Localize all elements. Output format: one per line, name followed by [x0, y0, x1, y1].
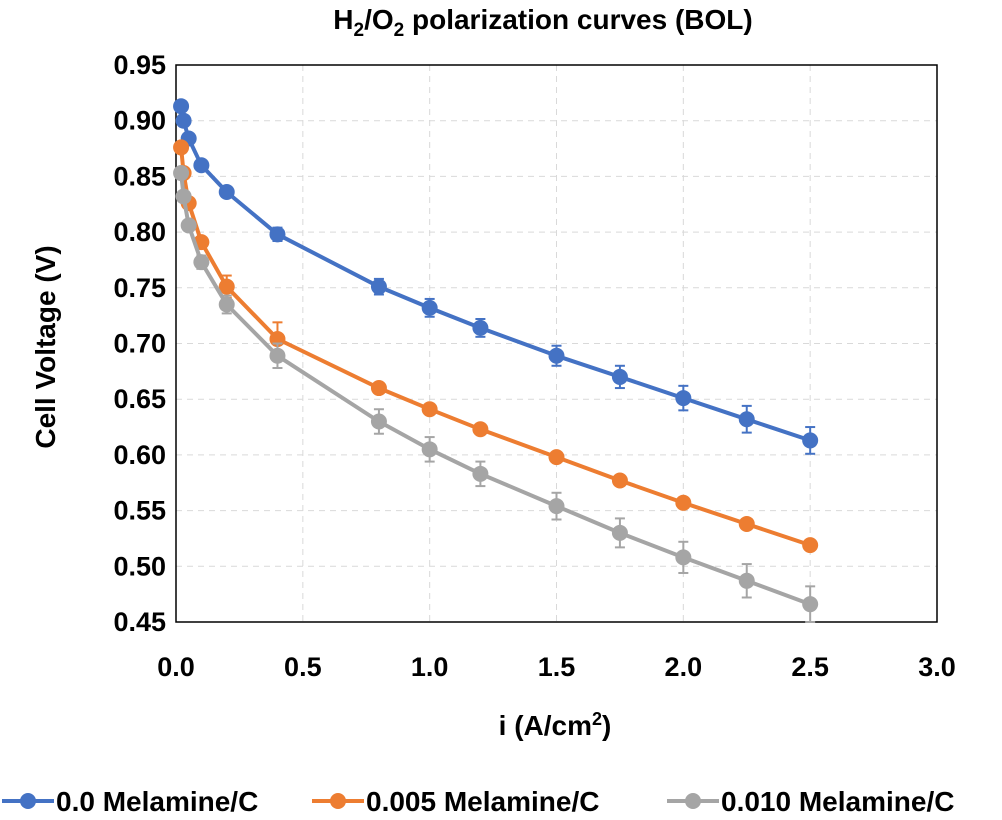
y-tick-label: 0.55	[113, 496, 166, 526]
plot-area-frame	[175, 64, 938, 623]
legend: 0.0 Melamine/C 0.005 Melamine/C 0.010 Mela…	[2, 786, 954, 817]
data-point	[173, 139, 190, 156]
y-tick-label: 0.90	[113, 106, 166, 136]
legend-swatch-marker	[685, 793, 701, 809]
data-point	[193, 254, 210, 271]
x-tick-label: 1.5	[538, 652, 576, 682]
data-point	[370, 380, 387, 397]
legend-label: 0.005 Melamine/C	[366, 786, 599, 817]
x-axis-label: i (A/cm2)	[499, 709, 612, 741]
data-point	[370, 413, 387, 430]
y-tick-label: 0.75	[113, 273, 166, 303]
data-point	[675, 390, 692, 407]
data-point	[218, 278, 235, 295]
legend-label: 0.010 Melamine/C	[721, 786, 954, 817]
data-point	[421, 401, 438, 418]
title-h: H	[333, 4, 353, 35]
y-tick-label: 0.60	[113, 440, 166, 470]
data-point	[269, 347, 286, 364]
title-sub-1: 2	[354, 20, 365, 41]
title-sub-2: 2	[394, 20, 405, 41]
x-tick-label: 2.0	[665, 652, 703, 682]
x-tick-label: 2.5	[791, 652, 829, 682]
data-point	[802, 596, 819, 613]
data-point	[738, 515, 755, 532]
legend-item: 0.0 Melamine/C	[2, 786, 258, 817]
title-rest: polarization curves (BOL)	[404, 4, 753, 35]
data-point	[611, 524, 628, 541]
title-o: /O	[364, 4, 394, 35]
data-point	[173, 165, 190, 182]
x-tick-label: 1.0	[411, 652, 449, 682]
data-point	[173, 98, 190, 115]
data-point	[472, 465, 489, 482]
chart-title: H2/O2 polarization curves (BOL)	[333, 4, 752, 41]
gridlines	[176, 65, 937, 622]
legend-swatch-marker	[20, 793, 36, 809]
y-tick-label: 0.85	[113, 161, 166, 191]
data-point	[472, 421, 489, 438]
y-tick-label: 0.70	[113, 329, 166, 359]
data-point	[370, 278, 387, 295]
y-axis-ticks: 0.45 0.50 0.55 0.60 0.65 0.70 0.75 0.80 0.85 0.90…	[113, 50, 166, 637]
data-point	[675, 549, 692, 566]
y-axis-label: Cell Voltage (V)	[30, 245, 61, 448]
series-layer	[173, 98, 819, 623]
data-point	[180, 217, 197, 234]
x-tick-label: 0.0	[157, 652, 195, 682]
y-tick-label: 0.50	[113, 551, 166, 581]
x-tick-label: 0.5	[284, 652, 322, 682]
y-tick-label: 0.65	[113, 384, 166, 414]
x-axis-label-end: )	[602, 710, 611, 741]
y-tick-label: 0.80	[113, 217, 166, 247]
legend-label: 0.0 Melamine/C	[56, 786, 258, 817]
data-point	[175, 188, 192, 205]
series-line	[179, 105, 811, 443]
data-point	[548, 347, 565, 364]
legend-item: 0.010 Melamine/C	[667, 786, 954, 817]
data-point	[218, 296, 235, 313]
data-point	[611, 368, 628, 385]
y-tick-label: 0.45	[113, 607, 166, 637]
legend-item: 0.005 Melamine/C	[312, 786, 599, 817]
data-point	[421, 299, 438, 316]
series-0	[173, 98, 819, 455]
x-axis-ticks: 0.0 0.5 1.0 1.5 2.0 2.5 3.0	[157, 652, 956, 682]
data-point	[269, 226, 286, 243]
data-point	[548, 449, 565, 466]
data-point	[218, 183, 235, 200]
data-point	[738, 572, 755, 589]
legend-swatch-marker	[330, 793, 346, 809]
data-point	[675, 494, 692, 511]
y-tick-label: 0.95	[113, 50, 166, 80]
x-axis-label-sup: 2	[592, 709, 602, 729]
data-point	[548, 498, 565, 515]
data-point	[472, 319, 489, 336]
data-point	[611, 472, 628, 489]
data-point	[738, 411, 755, 428]
data-point	[802, 432, 819, 449]
data-point	[802, 537, 819, 554]
x-axis-label-base: i (A/cm	[499, 710, 592, 741]
data-point	[193, 157, 210, 174]
x-tick-label: 3.0	[918, 652, 956, 682]
series-2	[173, 165, 819, 623]
data-point	[421, 441, 438, 458]
data-point	[175, 112, 192, 129]
